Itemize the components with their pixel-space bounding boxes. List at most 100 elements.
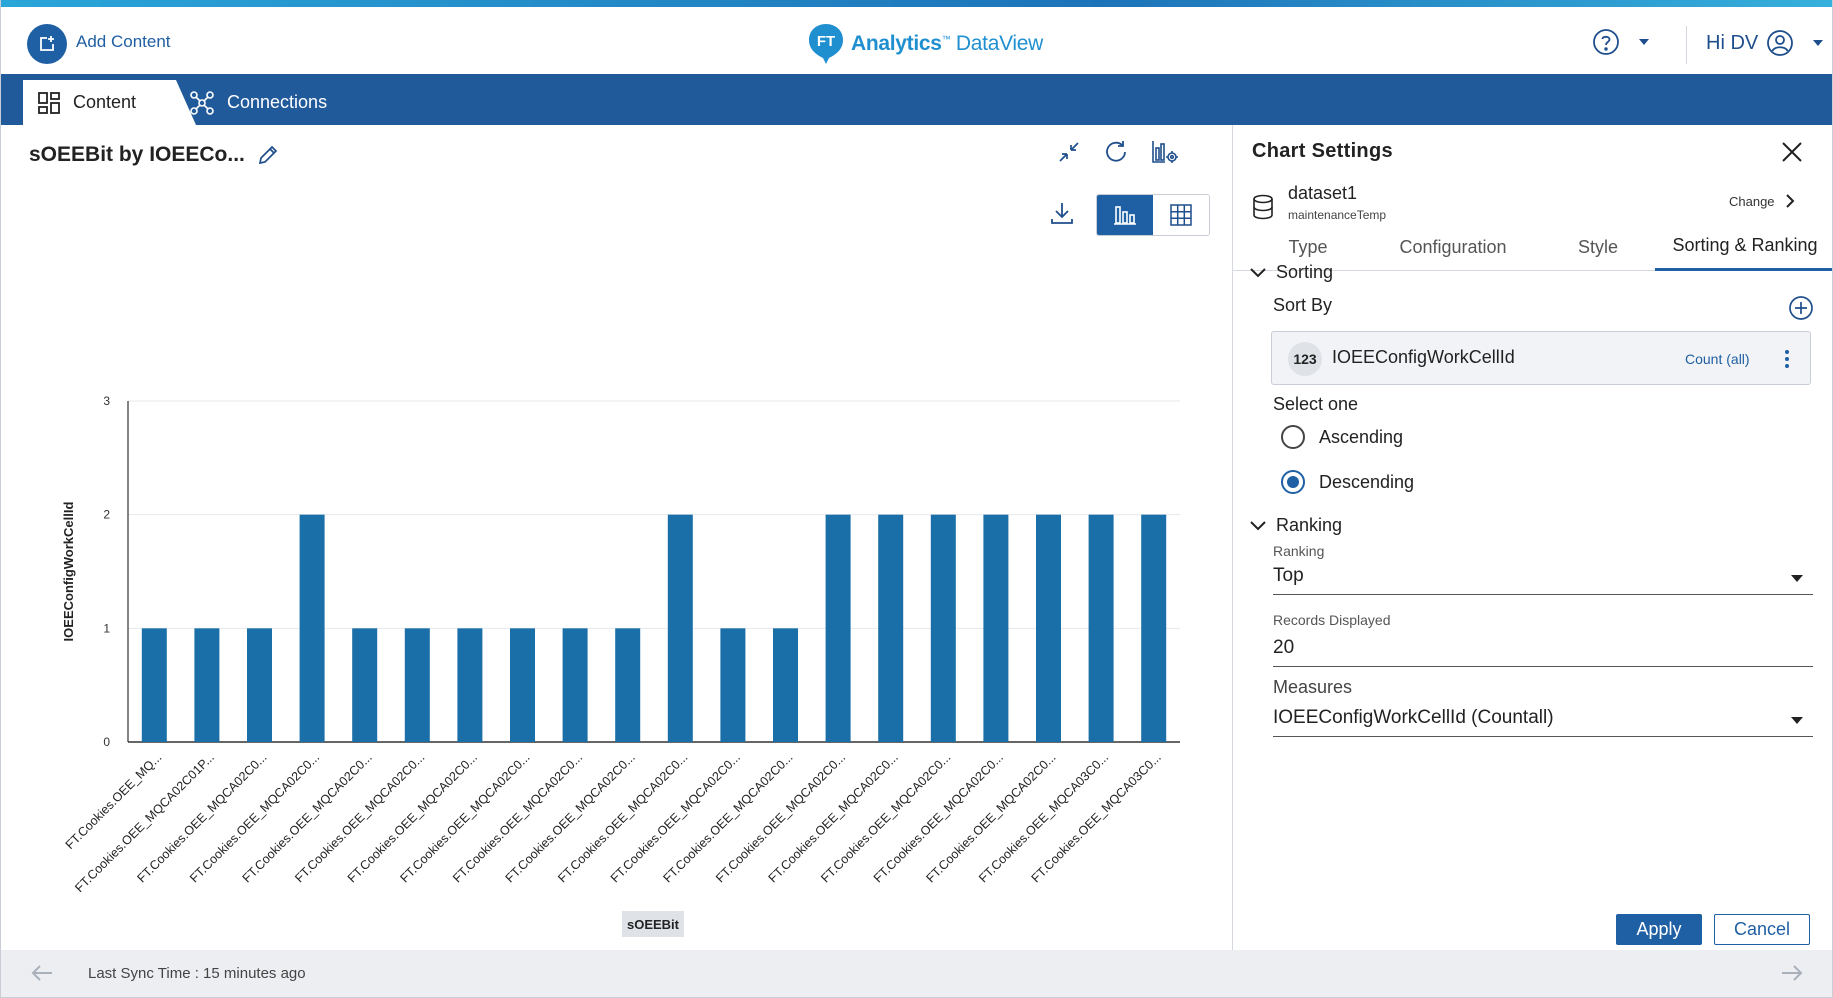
sort-field-card[interactable]: 123 IOEEConfigWorkCellId Count (all) <box>1271 331 1811 385</box>
edit-pencil-icon[interactable] <box>257 144 279 166</box>
records-displayed-value: 20 <box>1273 637 1295 658</box>
tab-connections[interactable]: Connections <box>189 80 327 125</box>
user-greeting[interactable]: Hi DV <box>1706 31 1759 54</box>
sort-by-label: Sort By <box>1273 295 1333 315</box>
table-grid-icon <box>1170 204 1192 226</box>
chevron-down-icon[interactable] <box>1638 38 1650 46</box>
chart-view-button[interactable] <box>1097 195 1153 235</box>
add-sort-button[interactable] <box>1788 295 1814 326</box>
ranking-header: Ranking <box>1276 515 1343 535</box>
y-tick-label: 2 <box>103 508 110 522</box>
previous-button[interactable] <box>31 964 53 987</box>
status-footer: Last Sync Time : 15 minutes ago <box>1 950 1832 997</box>
cancel-button[interactable]: Cancel <box>1714 914 1810 945</box>
view-mode-toggle <box>1096 194 1210 236</box>
settings-title: Chart Settings <box>1252 140 1393 162</box>
tab-content[interactable]: Content <box>23 80 196 125</box>
dataset-source: maintenanceTemp <box>1288 208 1387 222</box>
download-button[interactable] <box>1049 200 1075 231</box>
bar <box>299 514 325 742</box>
chevron-right-icon[interactable] <box>1785 193 1795 209</box>
bar <box>930 514 956 742</box>
add-circle-icon <box>1789 296 1813 320</box>
add-content-label[interactable]: Add Content <box>76 32 171 51</box>
app-logo: FT Analytics™ DataView <box>807 21 1043 67</box>
bar <box>404 628 430 742</box>
close-settings-button[interactable] <box>1779 139 1805 170</box>
refresh-button[interactable] <box>1103 139 1129 165</box>
bar <box>983 514 1009 742</box>
chevron-down-icon <box>1250 520 1266 530</box>
sorting-section-toggle[interactable]: Sorting <box>1250 262 1333 283</box>
sort-aggregation[interactable]: Count (all) <box>1685 351 1750 367</box>
radio-ascending[interactable]: Ascending <box>1281 425 1403 449</box>
x-tick-label: FT.Cookies.OEE_MQ... <box>63 750 165 852</box>
chart-toolbar <box>1057 139 1179 165</box>
radio-descending-control[interactable] <box>1281 470 1305 494</box>
y-tick-label: 1 <box>103 621 110 635</box>
grid-icon <box>38 91 60 114</box>
sort-field-name: IOEEConfigWorkCellId <box>1332 347 1515 367</box>
user-menu[interactable]: Hi DV <box>1706 29 1824 57</box>
change-dataset-button[interactable]: Change <box>1729 193 1795 209</box>
add-content-button[interactable] <box>27 24 67 64</box>
arrow-right-icon <box>1782 965 1803 981</box>
user-avatar-icon[interactable] <box>1766 29 1794 57</box>
ft-logo-icon: FT <box>809 24 843 64</box>
bar <box>878 514 904 742</box>
bar <box>825 514 851 742</box>
chevron-down-icon[interactable] <box>1812 39 1824 47</box>
help-menu[interactable] <box>1592 28 1650 56</box>
help-icon[interactable] <box>1592 28 1620 56</box>
numeric-type-badge: 123 <box>1288 342 1322 376</box>
chart-title: sOEEBit by IOEECo... <box>29 143 245 166</box>
y-tick-label: 3 <box>103 394 110 408</box>
radio-ascending-control[interactable] <box>1281 425 1305 449</box>
tab-connections-label: Connections <box>227 92 328 112</box>
network-icon <box>190 90 214 115</box>
apply-button[interactable]: Apply <box>1616 914 1702 945</box>
measures-select[interactable]: IOEEConfigWorkCellId (Countall) <box>1273 701 1813 737</box>
tab-configuration[interactable]: Configuration <box>1399 236 1507 257</box>
chevron-down-icon <box>1250 267 1266 277</box>
chart-pane: sOEEBit by IOEECo... <box>1 125 1232 976</box>
bar <box>1141 514 1167 742</box>
bar <box>720 628 746 742</box>
bar <box>194 628 220 742</box>
close-icon <box>1782 142 1802 162</box>
table-view-button[interactable] <box>1153 195 1209 235</box>
chart-settings-icon <box>1152 141 1178 163</box>
ranking-label: Ranking <box>1273 543 1325 559</box>
tab-sorting-ranking[interactable]: Sorting & Ranking <box>1655 223 1832 271</box>
last-sync-time: Last Sync Time : 15 minutes ago <box>88 965 306 982</box>
collapse-button[interactable] <box>1057 139 1081 165</box>
svg-text:FT: FT <box>817 33 835 50</box>
ranking-select[interactable]: Top <box>1273 559 1813 595</box>
records-displayed-label: Records Displayed <box>1273 612 1391 628</box>
more-options-icon[interactable] <box>1777 345 1797 373</box>
add-content-icon <box>40 36 54 51</box>
tab-style[interactable]: Style <box>1577 236 1619 257</box>
bar <box>773 628 798 742</box>
app-header: Add Content FT Analytics™ DataView Hi DV <box>1 7 1832 74</box>
tab-type[interactable]: Type <box>1288 236 1328 257</box>
bar <box>352 628 378 742</box>
top-accent-strip <box>1 0 1832 7</box>
ranking-section-toggle[interactable]: Ranking <box>1250 515 1342 536</box>
next-button[interactable] <box>1781 964 1803 987</box>
x-axis-label-bg <box>622 911 684 937</box>
refresh-icon <box>1106 141 1126 162</box>
radio-descending[interactable]: Descending <box>1281 470 1414 494</box>
dataset-name: dataset1 <box>1288 183 1358 203</box>
database-icon <box>1253 194 1273 220</box>
records-displayed-input[interactable]: 20 <box>1273 631 1813 667</box>
bar-chart: 0123FT.Cookies.OEE_MQ...FT.Cookies.OEE_M… <box>61 394 1180 976</box>
x-axis-label: sOEEBit <box>627 917 680 932</box>
bar <box>247 628 272 742</box>
change-dataset-label[interactable]: Change <box>1729 193 1775 209</box>
chart-settings-panel: Chart Settings dataset1 maintenanceTemp … <box>1232 125 1832 950</box>
chart-settings-button[interactable] <box>1151 139 1179 165</box>
radio-ascending-label: Ascending <box>1319 426 1404 447</box>
chart-title-row: sOEEBit by IOEECo... <box>29 143 279 167</box>
collapse-icon <box>1059 142 1079 162</box>
